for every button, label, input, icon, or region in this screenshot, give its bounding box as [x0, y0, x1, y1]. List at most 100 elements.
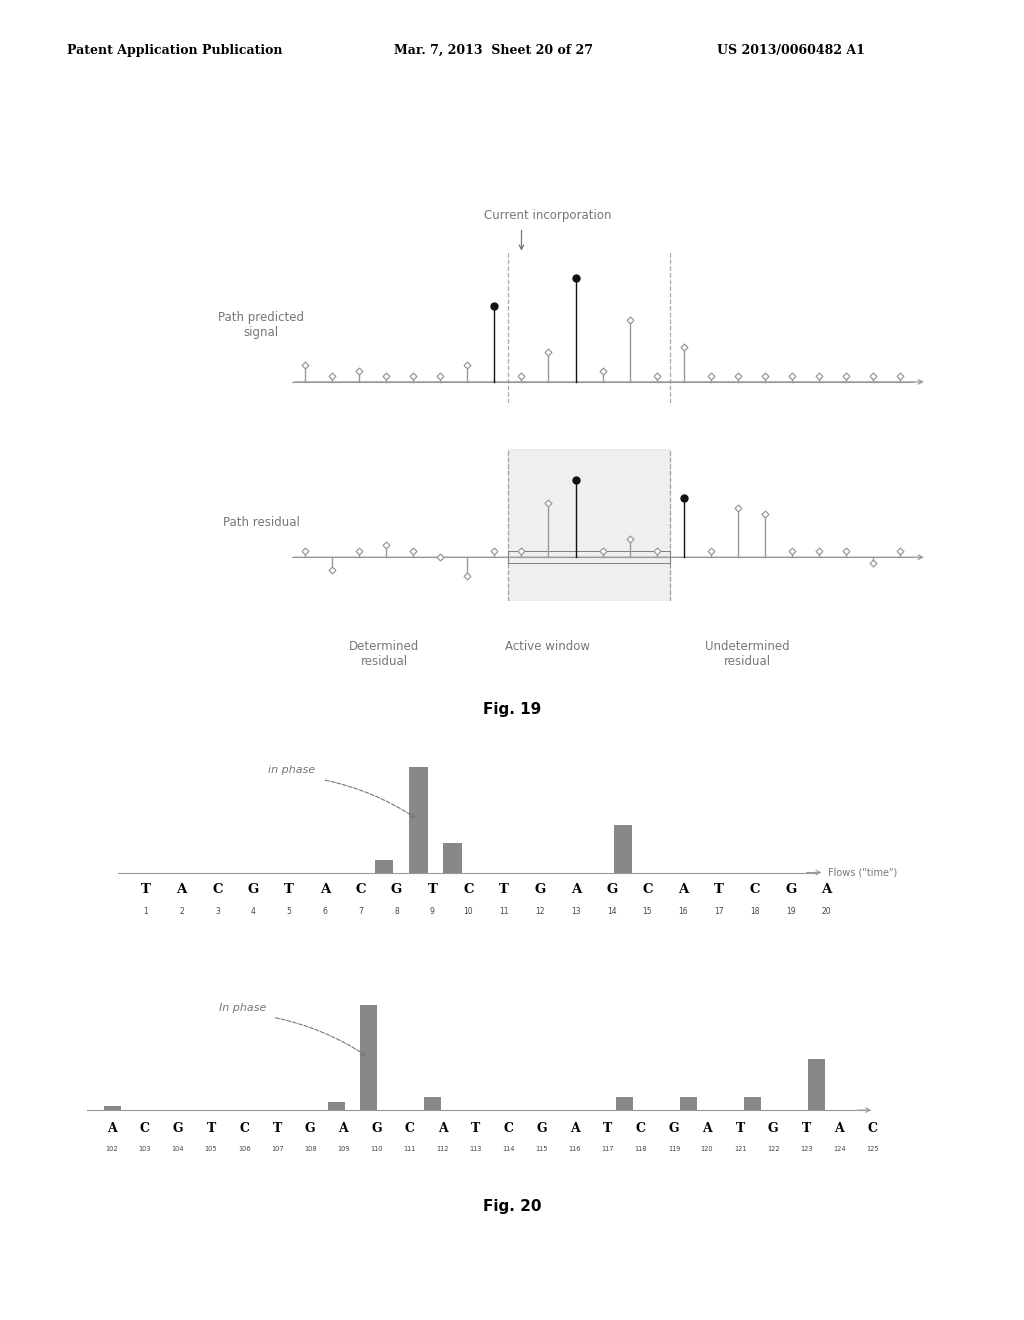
- Text: C: C: [642, 883, 652, 896]
- Text: T: T: [207, 1122, 216, 1135]
- Text: T: T: [714, 883, 724, 896]
- Text: 3: 3: [215, 907, 220, 916]
- Bar: [359, 1005, 378, 1110]
- Text: T: T: [427, 883, 437, 896]
- Text: T: T: [802, 1122, 811, 1135]
- Text: 125: 125: [866, 1146, 879, 1152]
- Text: 121: 121: [734, 1146, 746, 1152]
- Text: Patent Application Publication: Patent Application Publication: [67, 44, 282, 57]
- Text: Fig. 19: Fig. 19: [483, 702, 541, 717]
- Text: A: A: [176, 883, 186, 896]
- Text: 13: 13: [571, 907, 581, 916]
- Text: 110: 110: [370, 1146, 383, 1152]
- Text: T: T: [603, 1122, 612, 1135]
- Text: G: G: [537, 1122, 547, 1135]
- Text: G: G: [768, 1122, 778, 1135]
- Text: Undetermined
residual: Undetermined residual: [706, 640, 790, 668]
- Text: 111: 111: [403, 1146, 416, 1152]
- Text: Current incorporation: Current incorporation: [484, 209, 611, 222]
- Bar: [409, 767, 428, 873]
- Text: 17: 17: [715, 907, 724, 916]
- Text: 6: 6: [323, 907, 328, 916]
- Bar: [103, 1106, 122, 1110]
- Text: T: T: [272, 1122, 282, 1135]
- Text: Determined
residual: Determined residual: [349, 640, 419, 668]
- Text: A: A: [821, 883, 831, 896]
- Text: C: C: [355, 883, 366, 896]
- Text: 104: 104: [172, 1146, 184, 1152]
- Text: G: G: [305, 1122, 315, 1135]
- Text: A: A: [338, 1122, 348, 1135]
- Text: A: A: [570, 1122, 580, 1135]
- Text: US 2013/0060482 A1: US 2013/0060482 A1: [717, 44, 864, 57]
- Text: 119: 119: [668, 1146, 680, 1152]
- Text: 16: 16: [679, 907, 688, 916]
- Text: 106: 106: [238, 1146, 251, 1152]
- Text: 102: 102: [105, 1146, 118, 1152]
- Text: 116: 116: [568, 1146, 581, 1152]
- Text: C: C: [867, 1122, 878, 1135]
- Bar: [375, 859, 393, 873]
- Bar: [613, 825, 632, 873]
- Text: T: T: [735, 1122, 744, 1135]
- Text: 18: 18: [751, 907, 760, 916]
- Text: 7: 7: [358, 907, 364, 916]
- Text: 115: 115: [536, 1146, 548, 1152]
- Text: Path residual: Path residual: [222, 516, 300, 529]
- Text: G: G: [785, 883, 797, 896]
- Text: G: G: [248, 883, 259, 896]
- Text: 12: 12: [536, 907, 545, 916]
- Text: T: T: [471, 1122, 480, 1135]
- Text: 112: 112: [436, 1146, 449, 1152]
- Text: Flows ("time"): Flows ("time"): [827, 867, 897, 878]
- Text: T: T: [499, 883, 509, 896]
- Text: A: A: [702, 1122, 712, 1135]
- Text: C: C: [240, 1122, 249, 1135]
- Text: 123: 123: [800, 1146, 812, 1152]
- Text: C: C: [636, 1122, 646, 1135]
- Bar: [680, 1097, 697, 1110]
- Text: 5: 5: [287, 907, 292, 916]
- Text: 118: 118: [635, 1146, 647, 1152]
- Text: T: T: [284, 883, 294, 896]
- Text: 109: 109: [337, 1146, 349, 1152]
- Text: T: T: [140, 883, 151, 896]
- Text: 124: 124: [833, 1146, 846, 1152]
- Bar: [808, 1060, 825, 1110]
- Text: Active window: Active window: [505, 640, 591, 653]
- Text: 103: 103: [138, 1146, 152, 1152]
- Text: Mar. 7, 2013  Sheet 20 of 27: Mar. 7, 2013 Sheet 20 of 27: [394, 44, 593, 57]
- Text: 120: 120: [700, 1146, 714, 1152]
- Text: 107: 107: [271, 1146, 284, 1152]
- Bar: [743, 1097, 762, 1110]
- Text: 4: 4: [251, 907, 256, 916]
- Text: C: C: [750, 883, 760, 896]
- Text: 105: 105: [205, 1146, 217, 1152]
- Text: G: G: [669, 1122, 679, 1135]
- Text: A: A: [106, 1122, 117, 1135]
- Text: 114: 114: [503, 1146, 515, 1152]
- Text: C: C: [463, 883, 473, 896]
- Text: C: C: [140, 1122, 150, 1135]
- Text: 1: 1: [143, 907, 148, 916]
- Text: 14: 14: [607, 907, 616, 916]
- Text: 113: 113: [469, 1146, 481, 1152]
- Text: 15: 15: [643, 907, 652, 916]
- Bar: [328, 1102, 345, 1110]
- Text: 2: 2: [179, 907, 184, 916]
- Text: 9: 9: [430, 907, 435, 916]
- Text: C: C: [504, 1122, 514, 1135]
- Bar: [442, 843, 462, 873]
- Text: In phase: In phase: [219, 1003, 266, 1012]
- Text: G: G: [535, 883, 546, 896]
- Text: A: A: [437, 1122, 447, 1135]
- Text: 19: 19: [786, 907, 796, 916]
- Text: G: G: [391, 883, 402, 896]
- Text: 11: 11: [500, 907, 509, 916]
- Text: 20: 20: [822, 907, 831, 916]
- Text: A: A: [835, 1122, 844, 1135]
- Bar: [424, 1097, 441, 1110]
- Text: Fig. 20: Fig. 20: [482, 1199, 542, 1213]
- Text: A: A: [319, 883, 330, 896]
- Bar: [615, 1097, 634, 1110]
